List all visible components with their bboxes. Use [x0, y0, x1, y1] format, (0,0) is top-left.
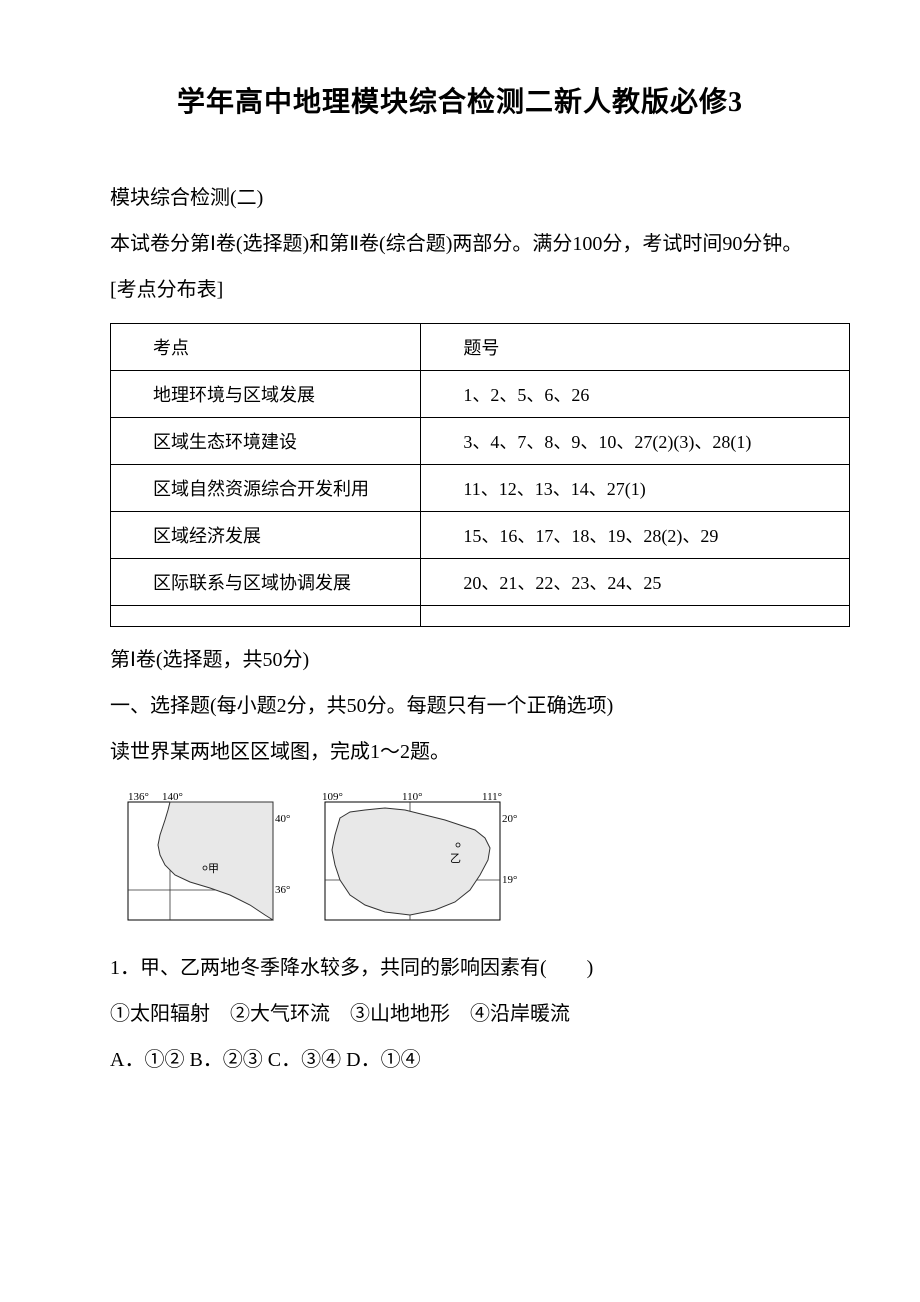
map2-lat1: 20° — [502, 813, 517, 825]
table-empty-cell — [421, 606, 850, 627]
map2-lon1: 109° — [322, 791, 343, 803]
table-row: 区际联系与区域协调发展 20、21、22、23、24、25 — [111, 559, 850, 606]
map2-lon2: 110° — [402, 791, 423, 803]
table-cell-questions: 1、2、5、6、26 — [421, 371, 850, 418]
table-cell-topic: 区域经济发展 — [111, 512, 421, 559]
section-line-3: 读世界某两地区区域图，完成1～2题。 — [70, 734, 850, 770]
table-empty-cell — [111, 606, 421, 627]
table-cell-topic: 地理环境与区域发展 — [111, 371, 421, 418]
map2-lon3: 111° — [482, 791, 502, 803]
table-header-col1: 考点 — [111, 324, 421, 371]
intro-line-1: 模块综合检测(二) — [70, 180, 850, 216]
table-row: 区域自然资源综合开发利用 11、12、13、14、27(1) — [111, 465, 850, 512]
table-row: 区域生态环境建设 3、4、7、8、9、10、27(2)(3)、28(1) — [111, 418, 850, 465]
topic-distribution-table: 考点 题号 地理环境与区域发展 1、2、5、6、26 区域生态环境建设 3、4、… — [110, 323, 850, 627]
section-line-2: 一、选择题(每小题2分，共50分。每题只有一个正确选项) — [70, 688, 850, 724]
map1-lat2: 36° — [275, 884, 290, 896]
table-cell-topic: 区际联系与区域协调发展 — [111, 559, 421, 606]
page-title: 学年高中地理模块综合检测二新人教版必修3 — [70, 80, 850, 120]
map1-lon1: 136° — [128, 791, 149, 803]
table-cell-topic: 区域生态环境建设 — [111, 418, 421, 465]
map1-point: 甲 — [208, 863, 219, 875]
table-header-col2: 题号 — [421, 324, 850, 371]
table-header-row: 考点 题号 — [111, 324, 850, 371]
table-cell-questions: 11、12、13、14、27(1) — [421, 465, 850, 512]
table-cell-questions: 20、21、22、23、24、25 — [421, 559, 850, 606]
table-row: 地理环境与区域发展 1、2、5、6、26 — [111, 371, 850, 418]
map2-lat2: 19° — [502, 874, 517, 886]
question-options-2: A．①② B．②③ C．③④ D．①④ — [70, 1042, 850, 1078]
maps-container: 136° 140° 40° 36° 甲 109° 110° 111° 20° 1… — [110, 790, 850, 930]
question-stem: 1．甲、乙两地冬季降水较多，共同的影响因素有( ) — [70, 950, 850, 986]
question-options-1: ①太阳辐射 ②大气环流 ③山地地形 ④沿岸暖流 — [70, 996, 850, 1032]
table-empty-row — [111, 606, 850, 627]
section-line-1: 第Ⅰ卷(选择题，共50分) — [70, 642, 850, 678]
map-2: 109° 110° 111° 20° 19° 乙 — [310, 790, 520, 930]
map2-point: 乙 — [450, 852, 461, 865]
table-cell-topic: 区域自然资源综合开发利用 — [111, 465, 421, 512]
map1-lat1: 40° — [275, 813, 290, 825]
intro-line-3: [考点分布表] — [70, 272, 850, 308]
map-1: 136° 140° 40° 36° 甲 — [110, 790, 290, 930]
map1-lon2: 140° — [162, 791, 183, 803]
table-cell-questions: 15、16、17、18、19、28(2)、29 — [421, 512, 850, 559]
table-cell-questions: 3、4、7、8、9、10、27(2)(3)、28(1) — [421, 418, 850, 465]
intro-line-2: 本试卷分第Ⅰ卷(选择题)和第Ⅱ卷(综合题)两部分。满分100分，考试时间90分钟… — [70, 226, 850, 262]
table-row: 区域经济发展 15、16、17、18、19、28(2)、29 — [111, 512, 850, 559]
